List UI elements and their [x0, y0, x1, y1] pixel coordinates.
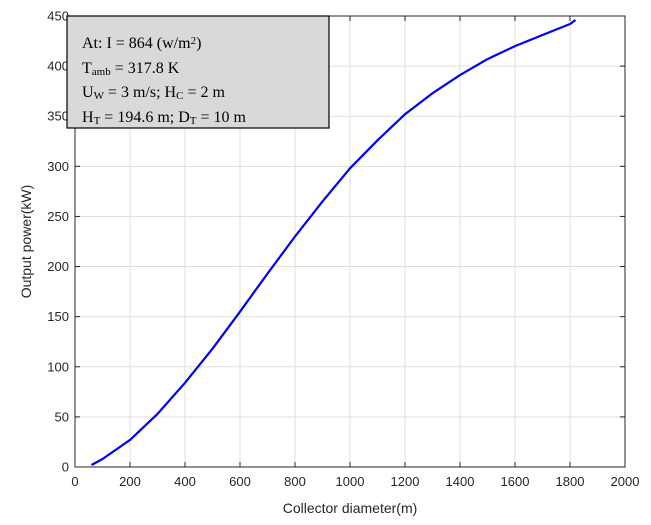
y-tick-label: 100	[47, 359, 69, 374]
y-tick-label: 0	[62, 460, 69, 475]
annotation-text: At: I = 864 (w/m	[82, 35, 191, 52]
annotation-text: = 194.6 m; D	[100, 109, 189, 126]
y-tick-label: 50	[55, 409, 69, 424]
y-tick-label: 400	[47, 59, 69, 74]
x-axis-label: Collector diameter(m)	[283, 500, 418, 516]
annotation-text: U	[82, 84, 94, 101]
annotation-box: At: I = 864 (w/m2) Tamb = 317.8 K UW = 3 m…	[66, 15, 330, 129]
x-tick-label: 2000	[611, 474, 640, 489]
annotation-superscript: 2	[191, 35, 197, 47]
y-tick-label: 250	[47, 209, 69, 224]
axes: 0 200 400 600 800 1000 1200 1400 1600 1800 2000 0 50…	[47, 9, 639, 490]
x-tick-label: 1600	[501, 474, 530, 489]
annotation-line: At: I = 864 (w/m2)	[82, 35, 201, 52]
x-tick-label: 1400	[446, 474, 475, 489]
annotation-text: = 2 m	[183, 84, 225, 101]
annotation-subscript: W	[94, 90, 105, 102]
annotation-text: = 3 m/s; H	[104, 84, 177, 101]
annotation-text: T	[82, 60, 92, 77]
annotation-text: )	[196, 35, 201, 52]
x-tick-label: 1800	[556, 474, 585, 489]
annotation-text: H	[82, 109, 94, 126]
x-tick-label: 1200	[391, 474, 420, 489]
x-tick-label: 0	[71, 474, 78, 489]
series-line-0	[90, 19, 577, 466]
annotation-line: HT = 194.6 m; DT = 10 m	[82, 109, 247, 127]
annotation-subscript: amb	[92, 66, 111, 78]
x-tick-label: 1000	[336, 474, 365, 489]
y-tick-label: 200	[47, 259, 69, 274]
annotation-line: UW = 3 m/s; HC = 2 m	[82, 84, 225, 102]
x-tick-label: 800	[284, 474, 306, 489]
annotation-text: = 317.8 K	[111, 60, 180, 77]
y-tick-label: 150	[47, 309, 69, 324]
y-tick-label: 350	[47, 109, 69, 124]
annotation-subscript: T	[94, 115, 101, 127]
y-tick-label: 300	[47, 159, 69, 174]
annotation-line: Tamb = 317.8 K	[82, 60, 180, 78]
series-layer	[90, 19, 577, 466]
annotation-text: = 10 m	[197, 109, 247, 126]
annotation-subscript: C	[176, 90, 183, 102]
x-tick-label: 600	[229, 474, 251, 489]
y-axis-label: Output power(kW)	[18, 185, 34, 299]
x-tick-label: 200	[119, 474, 141, 489]
annotation-subscript: T	[190, 115, 197, 127]
y-tick-label: 450	[47, 9, 69, 24]
x-tick-label: 400	[174, 474, 196, 489]
annotation-background	[66, 15, 330, 129]
